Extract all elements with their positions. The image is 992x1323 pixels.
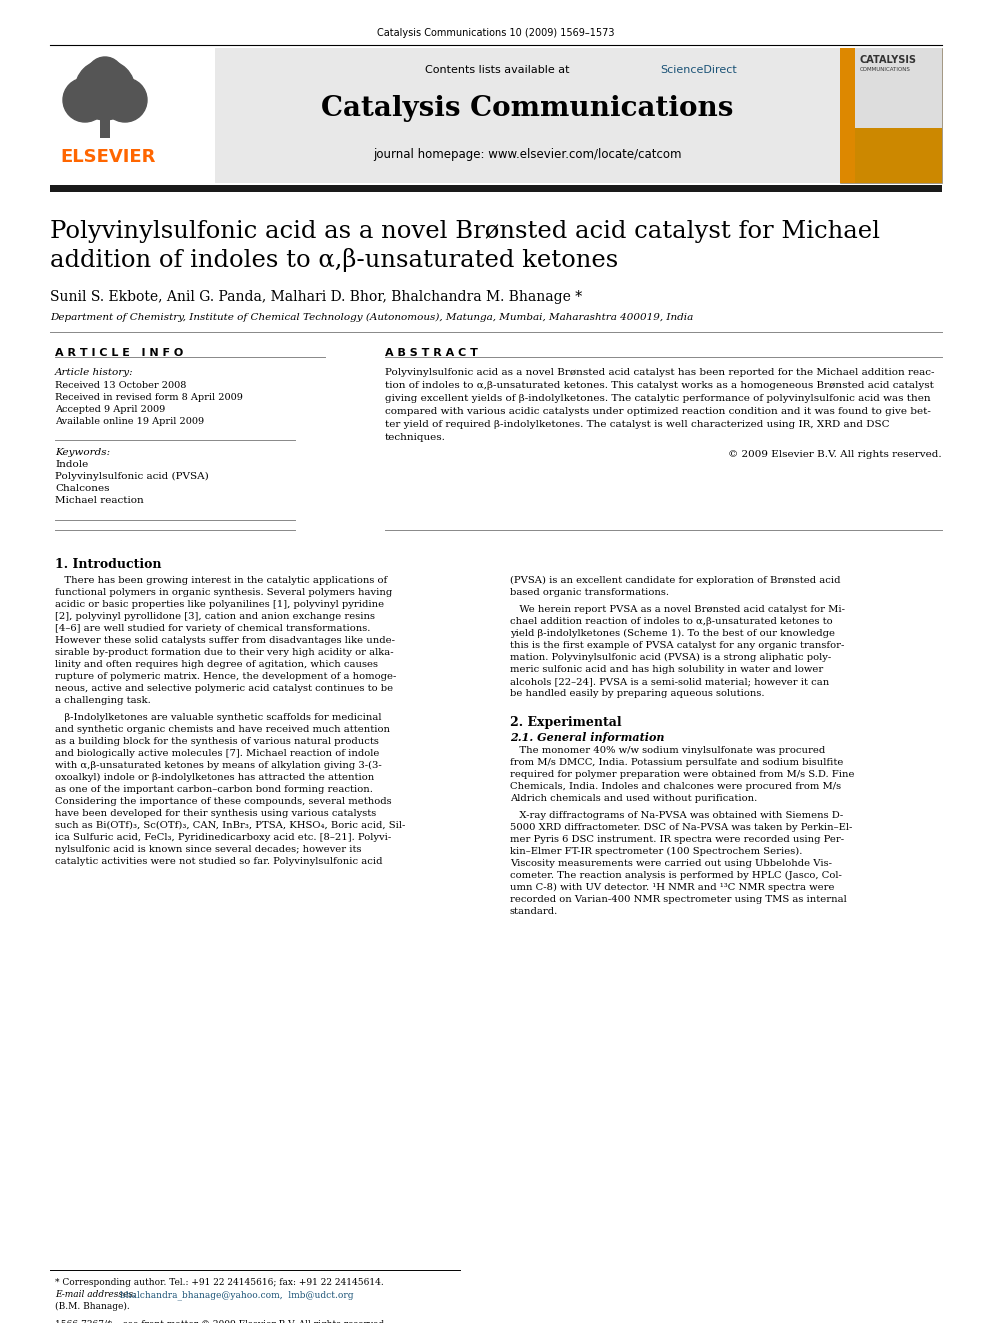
Circle shape [75, 60, 135, 120]
Text: rupture of polymeric matrix. Hence, the development of a homoge-: rupture of polymeric matrix. Hence, the … [55, 672, 397, 681]
Text: standard.: standard. [510, 908, 558, 916]
Text: Considering the importance of these compounds, several methods: Considering the importance of these comp… [55, 796, 392, 806]
Bar [215, 48, 840, 183]
Text: meric sulfonic acid and has high solubility in water and lower: meric sulfonic acid and has high solubil… [510, 665, 823, 673]
Text: Department of Chemistry, Institute of Chemical Technology (Autonomous), Matunga,: Department of Chemistry, Institute of Ch… [50, 314, 693, 321]
Text: ter yield of required β-indolylketones. The catalyst is well characterized using: ter yield of required β-indolylketones. … [385, 419, 890, 429]
Text: kin–Elmer FT-IR spectrometer (100 Spectrochem Series).: kin–Elmer FT-IR spectrometer (100 Spectr… [510, 847, 803, 856]
Text: bhalchandra_bhanage@yahoo.com,  lmb@udct.org: bhalchandra_bhanage@yahoo.com, lmb@udct.… [120, 1290, 353, 1299]
Text: this is the first example of PVSA catalyst for any organic transfor-: this is the first example of PVSA cataly… [510, 642, 844, 650]
Bar [50, 185, 942, 192]
Text: as one of the important carbon–carbon bond forming reaction.: as one of the important carbon–carbon bo… [55, 785, 373, 794]
Text: tion of indoles to α,β-unsaturated ketones. This catalyst works as a homogeneous: tion of indoles to α,β-unsaturated keton… [385, 381, 933, 390]
Text: ELSEVIER: ELSEVIER [60, 148, 156, 165]
Text: and biologically active molecules [7]. Michael reaction of indole: and biologically active molecules [7]. M… [55, 749, 379, 758]
Text: oxoalkyl) indole or β-indolylketones has attracted the attention: oxoalkyl) indole or β-indolylketones has… [55, 773, 374, 782]
Circle shape [103, 78, 147, 122]
Text: CATALYSIS: CATALYSIS [860, 56, 917, 65]
Text: Michael reaction: Michael reaction [55, 496, 144, 505]
Text: 2. Experimental: 2. Experimental [510, 716, 622, 729]
Text: (PVSA) is an excellent candidate for exploration of Brønsted acid: (PVSA) is an excellent candidate for exp… [510, 576, 840, 585]
Text: 2.1. General information: 2.1. General information [510, 732, 665, 744]
Text: Aldrich chemicals and used without purification.: Aldrich chemicals and used without purif… [510, 794, 757, 803]
Text: a challenging task.: a challenging task. [55, 696, 151, 705]
Circle shape [63, 78, 107, 122]
Text: Sunil S. Ekbote, Anil G. Panda, Malhari D. Bhor, Bhalchandra M. Bhanage *: Sunil S. Ekbote, Anil G. Panda, Malhari … [50, 290, 582, 304]
Text: Indole: Indole [55, 460, 88, 468]
Text: recorded on Varian-400 NMR spectrometer using TMS as internal: recorded on Varian-400 NMR spectrometer … [510, 894, 847, 904]
Text: yield β-indolylketones (Scheme 1). To the best of our knowledge: yield β-indolylketones (Scheme 1). To th… [510, 628, 835, 638]
Text: Contents lists available at: Contents lists available at [425, 65, 573, 75]
Text: required for polymer preparation were obtained from M/s S.D. Fine: required for polymer preparation were ob… [510, 770, 854, 779]
Text: A R T I C L E   I N F O: A R T I C L E I N F O [55, 348, 184, 359]
Text: Catalysis Communications 10 (2009) 1569–1573: Catalysis Communications 10 (2009) 1569–… [377, 28, 615, 38]
Text: Chalcones: Chalcones [55, 484, 109, 493]
Text: have been developed for their synthesis using various catalysts: have been developed for their synthesis … [55, 808, 376, 818]
Circle shape [87, 57, 123, 93]
Text: alcohols [22–24]. PVSA is a semi-solid material; however it can: alcohols [22–24]. PVSA is a semi-solid m… [510, 677, 829, 687]
Text: Received in revised form 8 April 2009: Received in revised form 8 April 2009 [55, 393, 243, 402]
Text: techniques.: techniques. [385, 433, 445, 442]
Bar [840, 48, 942, 183]
Text: mer Pyris 6 DSC instrument. IR spectra were recorded using Per-: mer Pyris 6 DSC instrument. IR spectra w… [510, 835, 844, 844]
Text: © 2009 Elsevier B.V. All rights reserved.: © 2009 Elsevier B.V. All rights reserved… [728, 450, 942, 459]
Text: [4–6] are well studied for variety of chemical transformations.: [4–6] are well studied for variety of ch… [55, 624, 370, 632]
Text: be handled easily by preparing aqueous solutions.: be handled easily by preparing aqueous s… [510, 689, 765, 699]
Text: X-ray diffractograms of Na-PVSA was obtained with Siemens D-: X-ray diffractograms of Na-PVSA was obta… [510, 811, 843, 820]
Text: and synthetic organic chemists and have received much attention: and synthetic organic chemists and have … [55, 725, 390, 734]
Text: mation. Polyvinylsulfonic acid (PVSA) is a strong aliphatic poly-: mation. Polyvinylsulfonic acid (PVSA) is… [510, 654, 831, 662]
Text: with α,β-unsaturated ketones by means of alkylation giving 3-(3-: with α,β-unsaturated ketones by means of… [55, 761, 382, 770]
Text: umn C-8) with UV detector. ¹H NMR and ¹³C NMR spectra were: umn C-8) with UV detector. ¹H NMR and ¹³… [510, 882, 834, 892]
Text: Received 13 October 2008: Received 13 October 2008 [55, 381, 186, 390]
Text: chael addition reaction of indoles to α,β-unsaturated ketones to: chael addition reaction of indoles to α,… [510, 617, 832, 626]
Bar [50, 48, 215, 183]
Text: as a building block for the synthesis of various natural products: as a building block for the synthesis of… [55, 737, 379, 746]
Text: * Corresponding author. Tel.: +91 22 24145616; fax: +91 22 24145614.: * Corresponding author. Tel.: +91 22 241… [55, 1278, 384, 1287]
Text: Available online 19 April 2009: Available online 19 April 2009 [55, 417, 204, 426]
Text: ica Sulfuric acid, FeCl₃, Pyridinedicarboxy acid etc. [8–21]. Polyvi-: ica Sulfuric acid, FeCl₃, Pyridinedicarb… [55, 833, 391, 841]
Bar [840, 48, 855, 183]
Text: journal homepage: www.elsevier.com/locate/catcom: journal homepage: www.elsevier.com/locat… [373, 148, 682, 161]
Text: (B.M. Bhanage).: (B.M. Bhanage). [55, 1302, 130, 1311]
Text: Viscosity measurements were carried out using Ubbelohde Vis-: Viscosity measurements were carried out … [510, 859, 832, 868]
Text: Polyvinylsulfonic acid as a novel Brønsted acid catalyst has been reported for t: Polyvinylsulfonic acid as a novel Brønst… [385, 368, 934, 377]
Text: However these solid catalysts suffer from disadvantages like unde-: However these solid catalysts suffer fro… [55, 636, 395, 646]
Text: giving excellent yields of β-indolylketones. The catalytic performance of polyvi: giving excellent yields of β-indolylketo… [385, 394, 930, 404]
Text: COMMUNICATIONS: COMMUNICATIONS [860, 67, 911, 71]
Bar [100, 118, 110, 138]
Text: nylsulfonic acid is known since several decades; however its: nylsulfonic acid is known since several … [55, 845, 361, 855]
Text: Accepted 9 April 2009: Accepted 9 April 2009 [55, 405, 166, 414]
Text: neous, active and selective polymeric acid catalyst continues to be: neous, active and selective polymeric ac… [55, 684, 393, 693]
Text: The monomer 40% w/w sodium vinylsulfonate was procured: The monomer 40% w/w sodium vinylsulfonat… [510, 746, 825, 755]
Text: Keywords:: Keywords: [55, 448, 110, 456]
Text: such as Bi(OTf)₃, Sc(OTf)₃, CAN, InBr₃, PTSA, KHSO₄, Boric acid, Sil-: such as Bi(OTf)₃, Sc(OTf)₃, CAN, InBr₃, … [55, 822, 406, 830]
Text: ScienceDirect: ScienceDirect [660, 65, 737, 75]
Text: [2], polyvinyl pyrollidone [3], cation and anion exchange resins: [2], polyvinyl pyrollidone [3], cation a… [55, 613, 375, 620]
Text: compared with various acidic catalysts under optimized reaction condition and it: compared with various acidic catalysts u… [385, 407, 930, 415]
Text: Chemicals, India. Indoles and chalcones were procured from M/s: Chemicals, India. Indoles and chalcones … [510, 782, 841, 791]
Text: from M/s DMCC, India. Potassium persulfate and sodium bisulfite: from M/s DMCC, India. Potassium persulfa… [510, 758, 843, 767]
Text: There has been growing interest in the catalytic applications of: There has been growing interest in the c… [55, 576, 387, 585]
Bar [855, 48, 942, 128]
Text: 1. Introduction: 1. Introduction [55, 558, 162, 572]
Text: linity and often requires high degree of agitation, which causes: linity and often requires high degree of… [55, 660, 378, 669]
Text: Article history:: Article history: [55, 368, 134, 377]
Text: A B S T R A C T: A B S T R A C T [385, 348, 478, 359]
Text: 1566-7367/$ – see front matter © 2009 Elsevier B.V. All rights reserved.: 1566-7367/$ – see front matter © 2009 El… [55, 1320, 387, 1323]
Text: cometer. The reaction analysis is performed by HPLC (Jasco, Col-: cometer. The reaction analysis is perfor… [510, 871, 842, 880]
Text: Polyvinylsulfonic acid as a novel Brønsted acid catalyst for Michael: Polyvinylsulfonic acid as a novel Brønst… [50, 220, 880, 243]
Text: 5000 XRD diffractometer. DSC of Na-PVSA was taken by Perkin–El-: 5000 XRD diffractometer. DSC of Na-PVSA … [510, 823, 852, 832]
Text: acidic or basic properties like polyanilines [1], polyvinyl pyridine: acidic or basic properties like polyanil… [55, 601, 384, 609]
Text: functional polymers in organic synthesis. Several polymers having: functional polymers in organic synthesis… [55, 587, 392, 597]
Text: sirable by-product formation due to their very high acidity or alka-: sirable by-product formation due to thei… [55, 648, 394, 658]
Text: catalytic activities were not studied so far. Polyvinylsulfonic acid: catalytic activities were not studied so… [55, 857, 383, 867]
Text: based organic transformations.: based organic transformations. [510, 587, 669, 597]
Text: β-Indolylketones are valuable synthetic scaffolds for medicinal: β-Indolylketones are valuable synthetic … [55, 713, 382, 722]
Text: E-mail addresses:: E-mail addresses: [55, 1290, 136, 1299]
Text: We herein report PVSA as a novel Brønsted acid catalyst for Mi-: We herein report PVSA as a novel Brønste… [510, 605, 845, 614]
Text: Catalysis Communications: Catalysis Communications [320, 95, 733, 122]
Text: addition of indoles to α,β-unsaturated ketones: addition of indoles to α,β-unsaturated k… [50, 247, 618, 273]
Text: Polyvinylsulfonic acid (PVSA): Polyvinylsulfonic acid (PVSA) [55, 472, 208, 482]
